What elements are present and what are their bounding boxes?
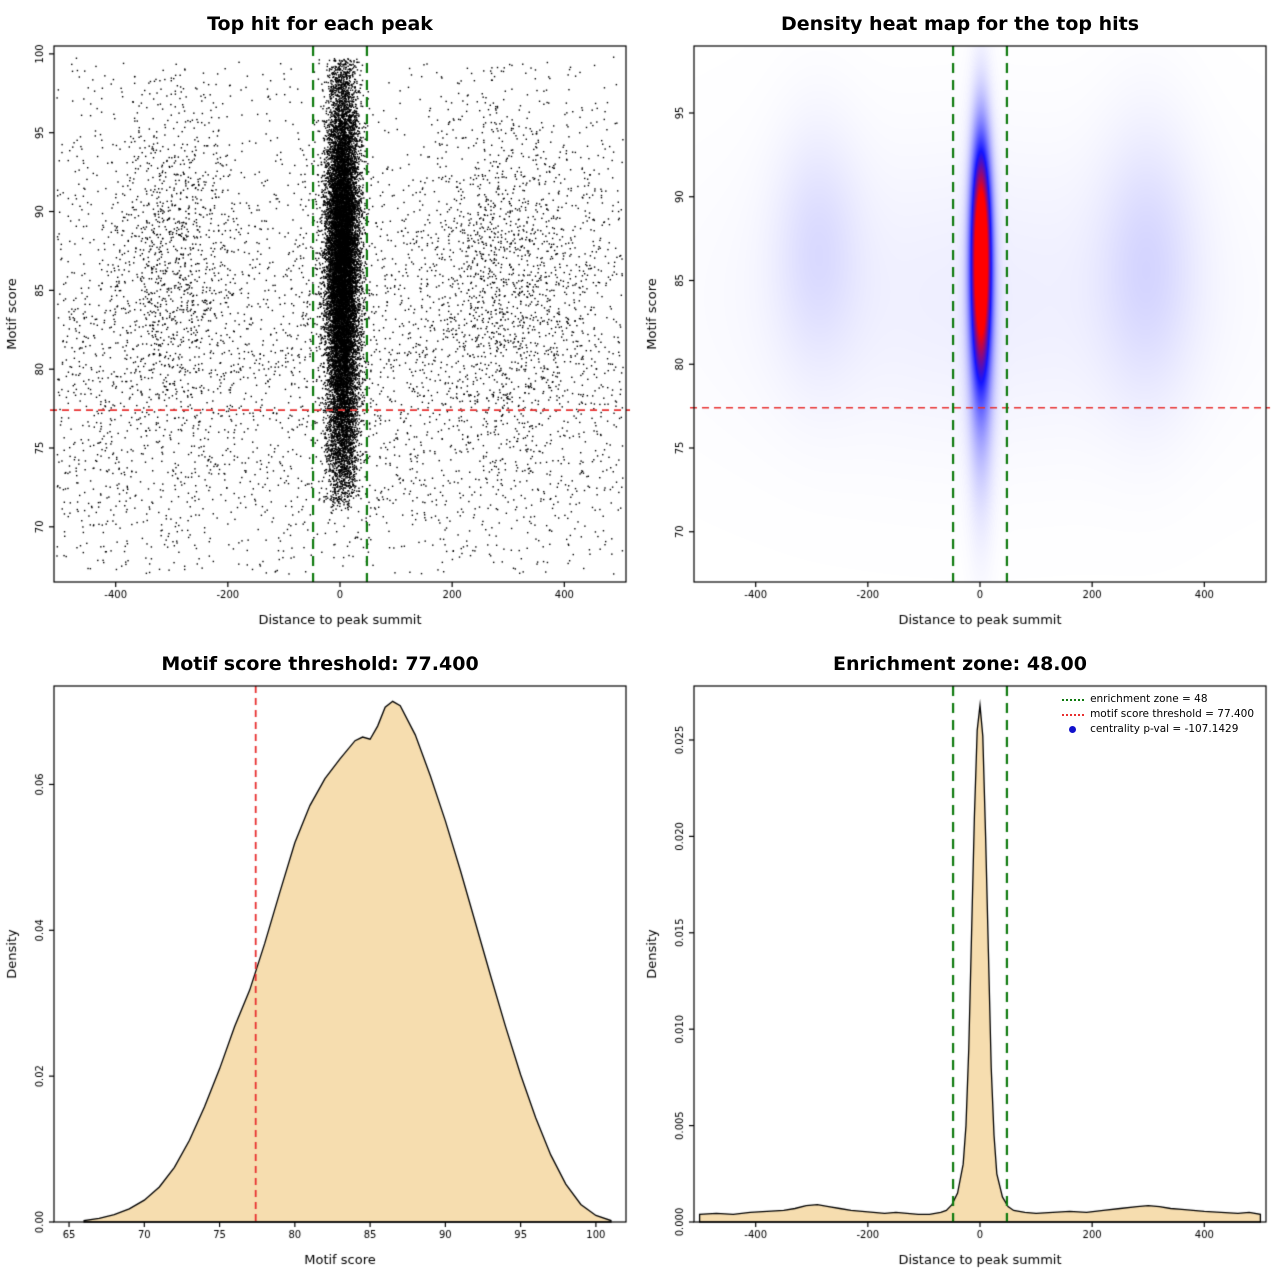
motif-density-canvas xyxy=(0,678,640,1278)
green-dotted-line-icon xyxy=(1062,698,1085,701)
panel-density-heatmap: Density heat map for the top hits xyxy=(640,0,1280,640)
motif-density-panel-title: Motif score threshold: 77.400 xyxy=(161,653,479,675)
scatter-canvas xyxy=(0,38,640,638)
legend-item-enrichment-zone: enrichment zone = 48 xyxy=(1062,692,1254,707)
panel-enrichment-zone-density: Enrichment zone: 48.00 enrichment zone =… xyxy=(640,640,1280,1280)
legend: enrichment zone = 48 motif score thresho… xyxy=(1062,692,1254,737)
distance-density-canvas xyxy=(640,678,1280,1278)
panel-scatter-top-hits: Top hit for each peak xyxy=(0,0,640,640)
legend-item-centrality-pval: centrality p-val = -107.1429 xyxy=(1062,722,1254,737)
legend-item-motif-threshold: motif score threshold = 77.400 xyxy=(1062,707,1254,722)
panel-motif-score-density: Motif score threshold: 77.400 xyxy=(0,640,640,1280)
scatter-panel-title: Top hit for each peak xyxy=(207,13,433,35)
legend-label: enrichment zone = 48 xyxy=(1090,693,1208,705)
legend-label: centrality p-val = -107.1429 xyxy=(1090,723,1239,735)
enrichment-panel-title: Enrichment zone: 48.00 xyxy=(833,653,1087,675)
red-dotted-line-icon xyxy=(1062,713,1085,716)
legend-label: motif score threshold = 77.400 xyxy=(1090,708,1254,720)
blue-dot-icon xyxy=(1069,726,1077,733)
heatmap-panel-title: Density heat map for the top hits xyxy=(780,13,1140,35)
heatmap-canvas xyxy=(640,38,1280,638)
